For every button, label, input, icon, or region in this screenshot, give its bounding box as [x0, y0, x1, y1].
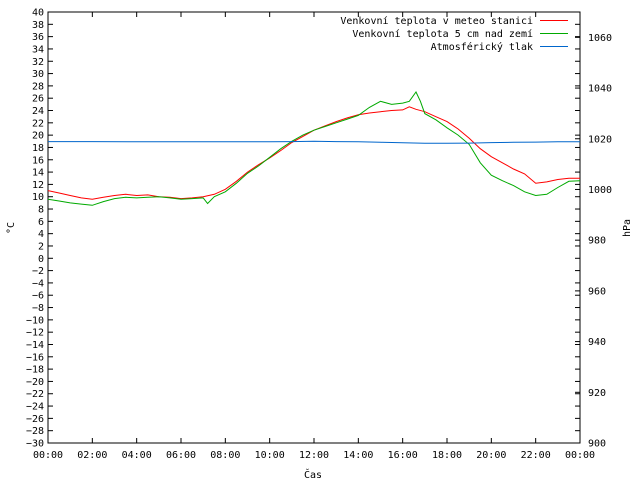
- x-tick-label: 08:00: [210, 450, 240, 461]
- x-tick-label: 18:00: [432, 450, 462, 461]
- x-tick-label: 00:00: [33, 450, 63, 461]
- x-tick-label: 04:00: [122, 450, 152, 461]
- series-line-nad-zemi: [47, 91, 581, 206]
- x-tick-label: 00:00: [565, 450, 595, 461]
- y-tick-label: 4: [38, 229, 44, 240]
- y-tick-label: 18: [32, 143, 44, 154]
- x-axis-label: Čas: [304, 468, 322, 480]
- y2-tick-label: 1060: [588, 33, 612, 44]
- axis-ticks: 4038363432302826242220181614121086420−2−…: [26, 8, 612, 462]
- y-tick-label: −24: [26, 402, 44, 413]
- y2-axis-label: hPa: [622, 219, 633, 237]
- y2-tick-label: 920: [588, 388, 606, 399]
- y-tick-label: 40: [32, 8, 44, 19]
- y-tick-label: 8: [38, 205, 44, 216]
- y-tick-label: 14: [32, 168, 44, 179]
- y-tick-label: 38: [32, 20, 44, 31]
- y-tick-label: −2: [32, 266, 44, 277]
- y-tick-label: 6: [38, 217, 44, 228]
- y-tick-label: 2: [38, 241, 44, 252]
- y-tick-label: 28: [32, 81, 44, 92]
- y-tick-label: 22: [32, 118, 44, 129]
- y2-tick-label: 980: [588, 236, 606, 247]
- y-tick-label: −30: [26, 439, 44, 450]
- y-tick-label: −6: [32, 291, 44, 302]
- y2-tick-label: 1040: [588, 84, 612, 95]
- series-layer: [47, 91, 581, 206]
- y-tick-label: 34: [32, 44, 44, 55]
- y-axis-label: °C: [6, 222, 17, 234]
- y-tick-label: −10: [26, 315, 44, 326]
- plot-frame: [47, 11, 581, 444]
- y-tick-label: −12: [26, 328, 44, 339]
- y-tick-label: 26: [32, 94, 44, 105]
- series-line-stanice: [47, 106, 580, 200]
- y2-tick-label: 900: [588, 439, 606, 450]
- y-tick-label: 12: [32, 180, 44, 191]
- x-tick-label: 14:00: [343, 450, 373, 461]
- legend: Venkovní teplota v meteo staniciVenkovní…: [340, 15, 568, 53]
- legend-label: Venkovní teplota 5 cm nad zemí: [352, 28, 533, 40]
- series-line-tlak: [48, 140, 580, 144]
- x-tick-label: 10:00: [255, 450, 285, 461]
- y-tick-label: −16: [26, 352, 44, 363]
- legend-label: Venkovní teplota v meteo stanici: [340, 15, 533, 27]
- x-tick-label: 20:00: [476, 450, 506, 461]
- y-tick-label: −20: [26, 377, 44, 388]
- x-tick-label: 16:00: [388, 450, 418, 461]
- y-tick-label: −26: [26, 414, 44, 425]
- x-tick-label: 12:00: [299, 450, 329, 461]
- y-tick-label: −18: [26, 365, 44, 376]
- legend-label: Atmosférický tlak: [431, 41, 533, 53]
- y-tick-label: 0: [38, 254, 44, 265]
- y-tick-label: 10: [32, 192, 44, 203]
- y2-tick-label: 960: [588, 286, 606, 297]
- y-tick-label: 32: [32, 57, 44, 68]
- y2-tick-label: 1020: [588, 134, 612, 145]
- y-tick-label: 20: [32, 131, 44, 142]
- y2-tick-label: 940: [588, 337, 606, 348]
- x-tick-label: 06:00: [166, 450, 196, 461]
- y-tick-label: −4: [32, 278, 44, 289]
- y-tick-label: 24: [32, 106, 44, 117]
- y-tick-label: 30: [32, 69, 44, 80]
- y-tick-label: 36: [32, 32, 44, 43]
- y-tick-label: −22: [26, 389, 44, 400]
- y-tick-label: 16: [32, 155, 44, 166]
- y2-tick-label: 1000: [588, 185, 612, 196]
- y-tick-label: −14: [26, 340, 44, 351]
- x-tick-label: 02:00: [77, 450, 107, 461]
- x-tick-label: 22:00: [521, 450, 551, 461]
- y-tick-label: −8: [32, 303, 44, 314]
- y-tick-label: −28: [26, 426, 44, 437]
